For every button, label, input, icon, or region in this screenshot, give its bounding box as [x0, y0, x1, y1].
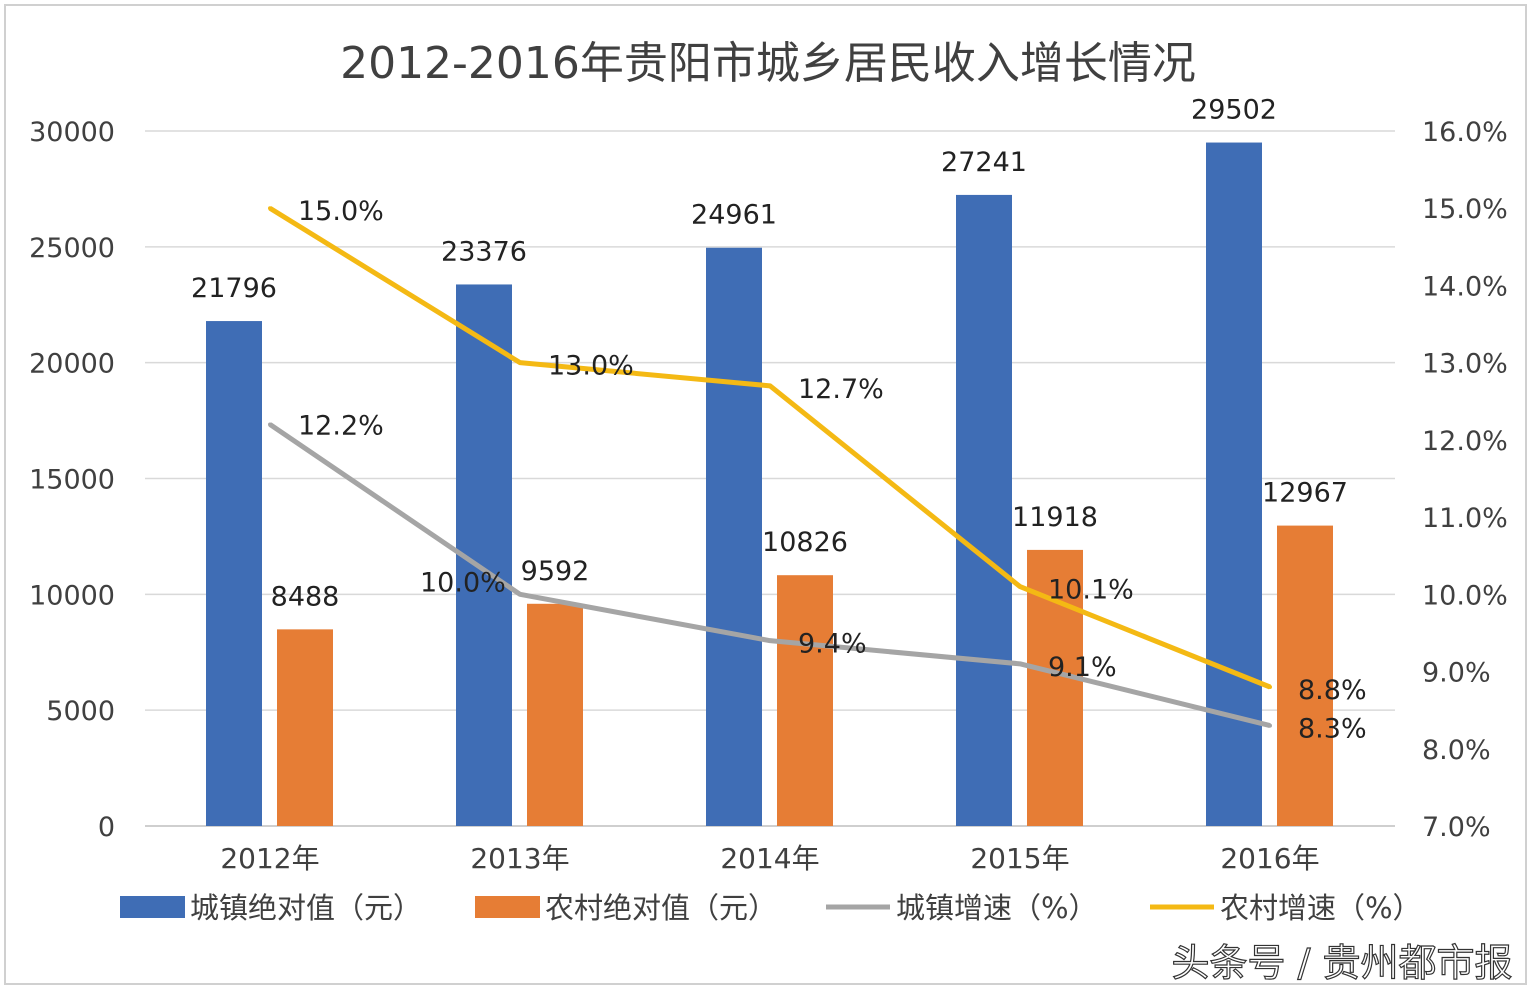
bar-value-label: 24961 [691, 200, 777, 231]
line-value-label: 12.2% [298, 410, 384, 441]
series-point [518, 592, 522, 597]
series-point [1268, 685, 1272, 689]
bar [277, 629, 333, 826]
series-point [1018, 661, 1022, 666]
bar-value-label: 12967 [1262, 478, 1348, 509]
x-tick-label: 2012年 [220, 842, 319, 875]
y-right-tick-label: 7.0% [1422, 812, 1491, 843]
watermark: 头条号 / 贵州都市报 [1172, 941, 1513, 985]
series-point [268, 422, 272, 427]
y-right-tick-label: 16.0% [1422, 117, 1508, 148]
x-tick-label: 2015年 [970, 842, 1069, 875]
chart-title: 2012-2016年贵阳市城乡居民收入增长情况 [340, 38, 1196, 89]
y-right-tick-label: 11.0% [1422, 503, 1508, 534]
legend-label: 农村增速（%） [1220, 891, 1422, 925]
bar-value-label: 10826 [762, 527, 848, 558]
chart-frame [4, 4, 1527, 985]
legend-label: 农村绝对值（元） [545, 891, 777, 925]
bar-value-label: 9592 [521, 556, 590, 587]
y-right-tick-label: 13.0% [1422, 349, 1508, 380]
y-right-tick-label: 8.0% [1422, 735, 1491, 766]
y-right-tick-label: 9.0% [1422, 658, 1491, 689]
bar [956, 194, 1012, 826]
line-value-label: 10.0% [420, 567, 506, 598]
line-value-label: 13.0% [548, 351, 634, 382]
data-labels: 21796 23376 24961 27241 29502 8488 9592 10826 11… [191, 95, 1367, 745]
lines [268, 206, 1272, 729]
y-right-tick-label: 14.0% [1422, 271, 1508, 302]
series-line [268, 206, 1271, 690]
series-point [268, 206, 272, 211]
bar-value-label: 29502 [1191, 95, 1277, 126]
legend-label: 城镇绝对值（元） [190, 891, 422, 925]
bar-value-label: 8488 [271, 581, 340, 612]
bar-value-label: 11918 [1012, 502, 1098, 533]
bar-value-label: 23376 [441, 236, 527, 267]
y-left-tick-label: 10000 [29, 580, 115, 611]
series-point [768, 383, 772, 388]
bar-value-label: 21796 [191, 273, 277, 304]
x-tick-label: 2013年 [470, 842, 569, 875]
x-tick-label: 2016年 [1220, 842, 1319, 875]
y-right-tick-label: 12.0% [1422, 426, 1508, 457]
series-point [518, 360, 522, 365]
y-right-tick-label: 10.0% [1422, 580, 1508, 611]
series-point [768, 638, 772, 643]
bar-value-label: 27241 [941, 147, 1027, 178]
line-value-label: 8.8% [1298, 675, 1367, 706]
line-value-label: 9.4% [798, 629, 867, 660]
bar [1277, 525, 1333, 826]
y-left-tick-label: 5000 [46, 696, 115, 727]
x-tick-label: 2014年 [720, 842, 819, 875]
line-value-label: 10.1% [1048, 575, 1134, 606]
y-right-tick-label: 15.0% [1422, 194, 1508, 225]
legend-swatch [475, 896, 540, 918]
bar [1027, 549, 1083, 826]
line-value-label: 12.7% [798, 374, 884, 405]
axes: 0 5000 10000 15000 20000 25000 30000 7.0% 8.0% 9.… [29, 117, 1508, 875]
series-point [1268, 723, 1272, 728]
bar [706, 247, 762, 827]
series-point [1018, 584, 1022, 589]
y-left-tick-label: 30000 [29, 117, 115, 148]
legend-swatch [120, 896, 185, 918]
line-value-label: 9.1% [1048, 652, 1117, 683]
legend-label: 城镇增速（%） [896, 891, 1098, 925]
line-value-label: 15.0% [298, 196, 384, 227]
bars [206, 142, 1333, 827]
y-left-tick-label: 15000 [29, 465, 115, 496]
bar [777, 575, 833, 826]
y-left-tick-label: 0 [98, 812, 115, 843]
y-left-tick-label: 20000 [29, 349, 115, 380]
legend: 城镇绝对值（元） 农村绝对值（元） 城镇增速（%） 农村增速（%） [120, 891, 1422, 925]
bar [206, 321, 262, 826]
bar [527, 603, 583, 826]
line-value-label: 8.3% [1298, 714, 1367, 745]
y-left-tick-label: 25000 [29, 233, 115, 264]
